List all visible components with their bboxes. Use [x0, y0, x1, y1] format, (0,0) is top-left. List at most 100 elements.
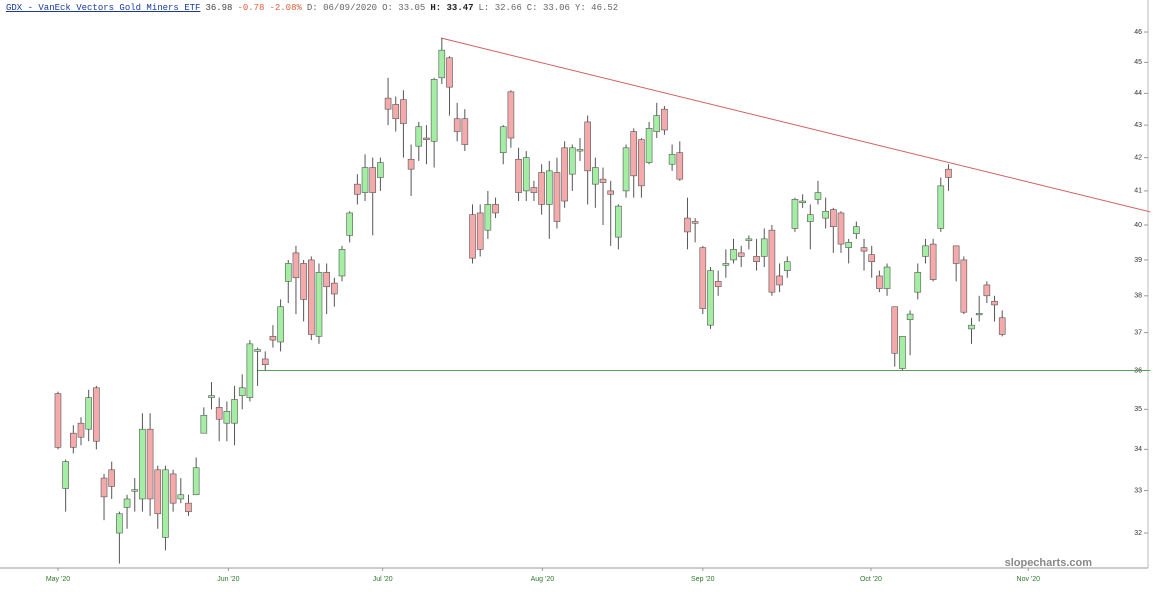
candle-body	[93, 387, 100, 442]
candle-body	[400, 99, 407, 124]
candle-body	[515, 158, 522, 193]
candle-body	[54, 393, 62, 448]
candle-body	[645, 128, 653, 163]
candle-body	[292, 252, 300, 279]
candle-body	[876, 275, 883, 289]
candle-body	[768, 229, 776, 293]
candle-body	[599, 178, 607, 183]
candle-body	[200, 414, 208, 434]
header-field: O: 33.05	[382, 3, 426, 13]
candle-body	[361, 167, 369, 193]
x-tick-label: Oct '20	[860, 576, 882, 583]
candle-body	[154, 469, 162, 515]
candle-body	[446, 57, 453, 88]
candle-body	[576, 149, 584, 152]
y-tick-label: 39	[1134, 257, 1142, 264]
candle-body	[899, 336, 906, 369]
candle-body	[883, 266, 891, 289]
candle-body	[891, 306, 899, 354]
candle-body	[814, 192, 822, 200]
y-tick-label: 34	[1134, 446, 1142, 453]
candle-body	[906, 313, 914, 320]
trend-line	[440, 37, 1151, 213]
candle-body	[607, 190, 614, 195]
candle-body	[162, 469, 169, 538]
candle-body	[308, 259, 315, 335]
candle-body	[783, 261, 791, 271]
candle-body	[837, 212, 845, 245]
candle-body	[853, 226, 860, 234]
y-tick-label: 44	[1134, 90, 1142, 97]
candle-body	[499, 126, 507, 154]
candle-body	[522, 157, 530, 192]
candle-body	[707, 270, 714, 326]
symbol-link[interactable]: GDX - VanEck Vectors Gold Miners ETF	[6, 3, 201, 13]
header-field: D: 06/09/2020	[306, 3, 378, 13]
candle-body	[799, 200, 806, 204]
candle-body	[737, 252, 745, 257]
candle-body	[868, 254, 876, 263]
candle-body	[476, 212, 484, 250]
candle-body	[369, 167, 377, 193]
candle-body	[806, 214, 814, 222]
candle-body	[592, 167, 599, 185]
candle-body	[653, 115, 661, 132]
candle-body	[261, 358, 269, 365]
header-field: L: 32.66	[478, 3, 522, 13]
candle-body	[760, 238, 768, 257]
candle-body	[100, 477, 108, 498]
candle-body	[269, 336, 277, 341]
candle-body	[922, 245, 929, 257]
candle-body	[661, 108, 668, 131]
candle-body	[277, 306, 284, 343]
candle-body	[691, 221, 699, 224]
header-field: H: 33.47	[430, 3, 474, 13]
candle-body	[208, 395, 215, 398]
candle-body	[430, 79, 438, 142]
candle-body	[791, 199, 799, 229]
candle-body	[177, 494, 185, 500]
candle-body	[461, 118, 469, 145]
candle-body	[569, 147, 576, 175]
candle-body	[945, 168, 952, 178]
candle-body	[415, 126, 423, 147]
candle-body	[676, 152, 684, 180]
candle-body	[937, 185, 945, 229]
candle-body	[584, 121, 591, 172]
x-tick-label: Sep '20	[691, 576, 715, 583]
candle-body	[745, 238, 753, 241]
candle-body	[968, 324, 975, 330]
candle-body	[62, 461, 69, 489]
y-tick-label: 43	[1134, 122, 1142, 129]
candle-body	[192, 467, 200, 496]
candle-body	[714, 281, 722, 288]
candle-body	[146, 428, 154, 500]
y-tick-label: 35	[1134, 406, 1142, 413]
candle-body	[238, 387, 246, 396]
candle-body	[983, 284, 991, 297]
candle-body	[561, 147, 568, 202]
candle-body	[323, 272, 330, 288]
candle-body	[630, 131, 638, 177]
candle-body	[384, 97, 392, 110]
watermark: slopecharts.com	[1005, 557, 1093, 569]
candle-body	[684, 217, 691, 233]
candle-body	[169, 473, 177, 504]
candle-body	[622, 147, 630, 192]
candle-body	[392, 104, 400, 120]
candle-body	[116, 513, 123, 534]
candle-body	[185, 502, 192, 512]
candle-body	[722, 263, 730, 266]
candle-body	[215, 407, 223, 420]
y-tick-label: 45	[1134, 59, 1142, 66]
candle-body	[70, 432, 77, 448]
candle-body	[453, 118, 461, 132]
x-tick-label: Jun '20	[217, 576, 239, 583]
candle-body	[830, 209, 837, 228]
candle-body	[615, 205, 622, 238]
header-field: Y: 46.52	[574, 3, 619, 13]
candle-body	[123, 498, 131, 508]
candle-body	[530, 187, 538, 193]
candle-body	[699, 247, 707, 309]
